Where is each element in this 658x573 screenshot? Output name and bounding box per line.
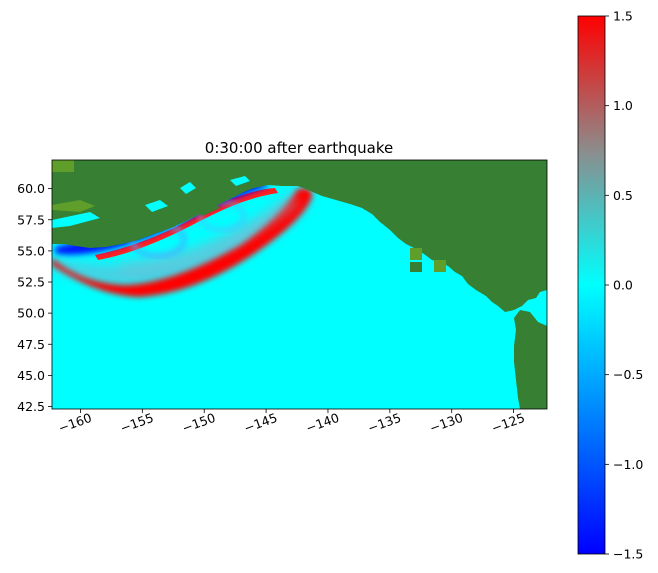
colorbar-tick-label: −1.5 (613, 547, 643, 562)
plot-frame (51, 159, 548, 410)
colorbar-tick-label: 0.0 (613, 278, 633, 293)
x-tick-label: −160 (56, 410, 93, 436)
colorbar-tick-label: 1.5 (613, 9, 633, 24)
wave-crest-coastal (95, 188, 278, 260)
colorbar-gradient (578, 16, 605, 554)
y-tick-label: 42.5 (17, 399, 45, 414)
colorbar: 1.5 1.0 0.5 0.0 −0.5 −1.0 −1.5 (577, 9, 643, 562)
x-tick-label: −130 (427, 410, 464, 436)
y-axis: 60.0 57.5 55.0 52.5 50.0 47.5 45.0 42.5 (17, 181, 52, 414)
x-axis: −160 −155 −150 −145 −140 −135 −130 −125 (56, 409, 527, 436)
x-tick-label: −135 (366, 410, 403, 436)
chart-title: 0:30:00 after earthquake (205, 139, 393, 157)
y-tick-label: 55.0 (17, 243, 45, 258)
y-tick-label: 52.5 (17, 275, 45, 290)
x-tick-label: −155 (118, 410, 155, 436)
coastal-inlets (52, 176, 250, 228)
wave-crest-front (52, 188, 313, 297)
colorbar-tick-label: 1.0 (613, 98, 633, 113)
land-highlights (52, 160, 446, 272)
y-tick-label: 47.5 (17, 337, 45, 352)
y-tick-label: 50.0 (17, 306, 45, 321)
x-tick-label: −145 (242, 410, 279, 436)
wave-mid-band (120, 196, 298, 272)
colorbar-axis: 1.5 1.0 0.5 0.0 −0.5 −1.0 −1.5 (605, 9, 643, 562)
colorbar-tick-label: −0.5 (613, 367, 643, 382)
map-plot: −160 −155 −150 −145 −140 −135 −130 −125 60.0 57.… (17, 159, 548, 436)
x-tick-label: −125 (489, 410, 526, 436)
y-tick-label: 60.0 (17, 181, 45, 196)
colorbar-tick-label: 0.5 (613, 188, 633, 203)
y-tick-label: 45.0 (17, 368, 45, 383)
y-tick-label: 57.5 (17, 212, 45, 227)
x-tick-label: −150 (180, 410, 217, 436)
x-tick-label: −140 (304, 410, 341, 436)
land (52, 160, 547, 409)
colorbar-tick-label: −1.0 (613, 457, 643, 472)
